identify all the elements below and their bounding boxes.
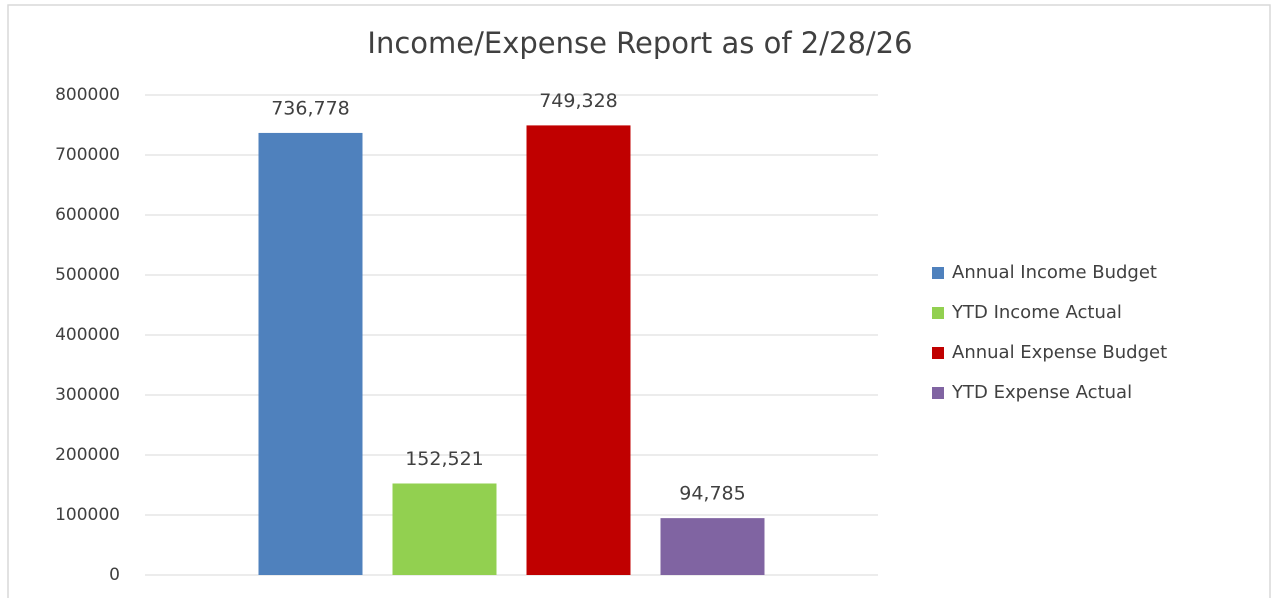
legend-swatch xyxy=(932,387,944,399)
y-tick-label: 600000 xyxy=(55,205,120,225)
y-tick-label: 200000 xyxy=(55,445,120,465)
y-tick-label: 100000 xyxy=(55,505,120,525)
y-tick-label: 500000 xyxy=(55,265,120,285)
y-tick-label: 300000 xyxy=(55,385,120,405)
bar xyxy=(392,483,497,575)
bar xyxy=(660,518,765,575)
data-label: 736,778 xyxy=(271,97,350,119)
bar xyxy=(258,132,363,575)
chart-title: Income/Expense Report as of 2/28/26 xyxy=(367,26,912,60)
legend-swatch xyxy=(932,347,944,359)
y-tick-label: 800000 xyxy=(55,85,120,105)
legend-label: YTD Expense Actual xyxy=(951,382,1132,403)
legend-swatch xyxy=(932,267,944,279)
chart-frame xyxy=(7,4,1271,598)
data-label: 749,328 xyxy=(539,90,618,112)
legend-label: Annual Income Budget xyxy=(952,262,1157,283)
y-tick-label: 400000 xyxy=(55,325,120,345)
y-tick-label: 0 xyxy=(109,565,120,585)
data-label: 152,521 xyxy=(405,448,484,470)
legend-label: Annual Expense Budget xyxy=(952,342,1167,363)
y-tick-label: 700000 xyxy=(55,145,120,165)
data-label: 94,785 xyxy=(679,483,745,505)
legend-label: YTD Income Actual xyxy=(951,302,1122,323)
legend-swatch xyxy=(932,307,944,319)
bar xyxy=(526,125,631,575)
